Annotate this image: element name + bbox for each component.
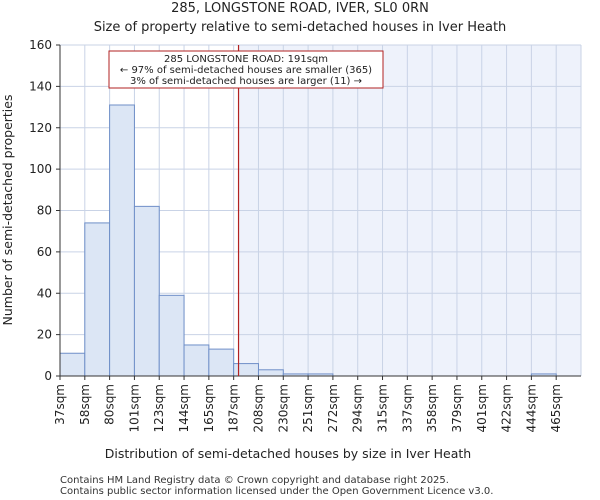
x-tick-label: 101sqm xyxy=(127,384,141,432)
y-axis-label: Number of semi-detached properties xyxy=(0,95,15,326)
y-tick-label: 80 xyxy=(37,204,52,218)
x-axis-label: Distribution of semi-detached houses by … xyxy=(105,446,471,461)
y-tick-label: 20 xyxy=(37,328,52,342)
bar xyxy=(59,352,86,377)
footer-line1: Contains HM Land Registry data © Crown c… xyxy=(60,475,449,486)
x-tick-label: 165sqm xyxy=(202,384,216,432)
y-tick-label: 0 xyxy=(44,369,52,383)
annotation-line3: 3% of semi-detached houses are larger (1… xyxy=(130,76,362,87)
chart-title-line1: 285, LONGSTONE ROAD, IVER, SL0 0RN xyxy=(171,1,429,16)
x-tick-label: 379sqm xyxy=(450,384,464,432)
x-tick-label: 144sqm xyxy=(177,384,191,432)
x-tick-label: 80sqm xyxy=(103,384,117,425)
y-tick-label: 120 xyxy=(29,121,52,135)
y-tick-label: 160 xyxy=(29,38,52,52)
y-tick-label: 60 xyxy=(37,245,52,259)
x-tick-label: 58sqm xyxy=(78,384,92,425)
x-tick-label: 465sqm xyxy=(549,384,563,432)
bar xyxy=(208,348,235,377)
bar xyxy=(84,222,111,377)
x-tick-label: 251sqm xyxy=(301,384,315,432)
bar xyxy=(109,104,135,377)
annotation-line1: 285 LONGSTONE ROAD: 191sqm xyxy=(164,54,328,65)
x-tick-label: 337sqm xyxy=(400,384,414,432)
bar xyxy=(158,294,185,377)
x-tick-label: 358sqm xyxy=(425,384,439,432)
bar xyxy=(257,369,284,377)
x-tick-label: 272sqm xyxy=(326,384,340,432)
x-tick-label: 208sqm xyxy=(251,384,265,432)
x-tick-label: 123sqm xyxy=(152,384,166,432)
bar xyxy=(183,344,210,377)
x-tick-label: 422sqm xyxy=(500,384,514,432)
y-tick-label: 100 xyxy=(29,162,52,176)
footer-line2: Contains public sector information licen… xyxy=(60,486,493,497)
x-tick-label: 187sqm xyxy=(227,384,241,432)
annotation-line2: ← 97% of semi-detached houses are smalle… xyxy=(120,65,372,76)
annotation-box xyxy=(108,50,384,89)
x-tick-label: 444sqm xyxy=(524,384,538,432)
plot-area: 0 20 40 60 80 100 120 140 160 37sqm 58sqm 80sqm 101s… xyxy=(29,38,582,432)
y-tick-label: 140 xyxy=(29,79,52,93)
x-tick-label: 315sqm xyxy=(376,384,390,432)
x-tick-label: 294sqm xyxy=(351,384,365,432)
x-tick-label: 230sqm xyxy=(276,384,290,432)
y-tick-label: 40 xyxy=(37,286,52,300)
chart-title-line2: Size of property relative to semi-detach… xyxy=(94,20,507,35)
bar xyxy=(233,363,259,377)
x-tick-label: 37sqm xyxy=(53,384,67,425)
x-tick-label: 401sqm xyxy=(475,384,489,432)
bar xyxy=(133,205,160,377)
